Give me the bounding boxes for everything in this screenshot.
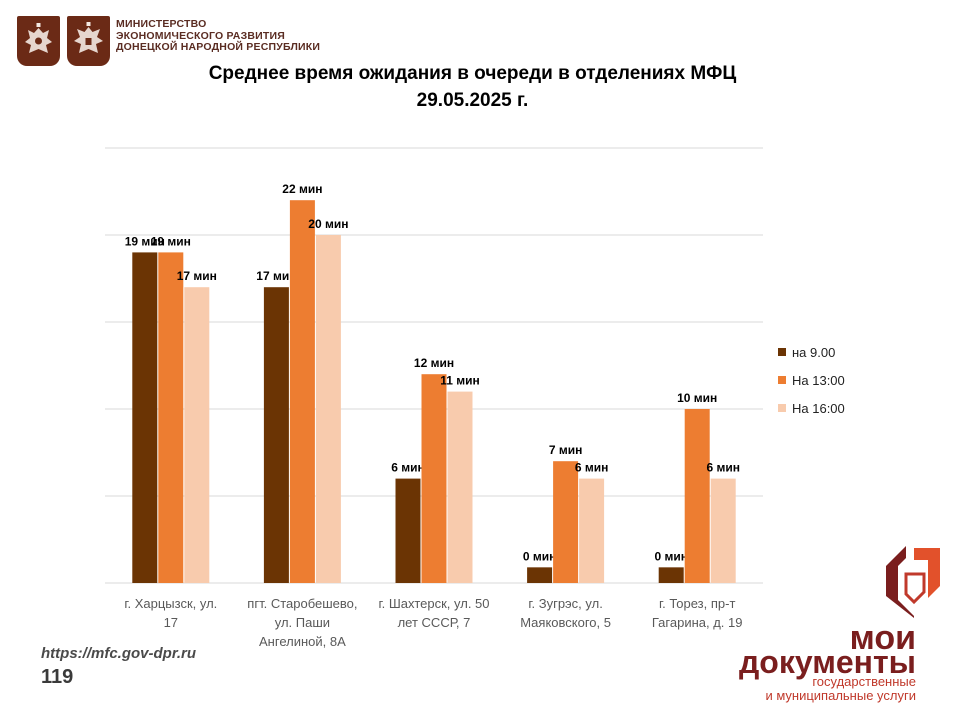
bar	[527, 567, 553, 583]
legend-item-13: На 13:00	[778, 366, 845, 394]
legend-item-16: На 16:00	[778, 394, 845, 422]
data-label: 20 мин	[308, 217, 348, 231]
legend-label: на 9.00	[792, 344, 836, 360]
page-number: 119	[41, 666, 74, 688]
legend-label: На 13:00	[792, 372, 845, 388]
category-label: пгт. Старобешево,	[247, 596, 357, 611]
bar	[184, 287, 210, 583]
bar	[158, 252, 184, 583]
ministry-line-1: МИНИСТЕРСТВО	[116, 18, 207, 30]
coat-of-arms-russia-icon	[17, 16, 60, 66]
data-label: 19 мин	[125, 234, 165, 248]
data-label: 6 мин	[391, 461, 425, 475]
chart-legend: на 9.00 На 13:00 На 16:00	[778, 338, 845, 422]
legend-label: На 16:00	[792, 400, 845, 416]
bar	[289, 200, 315, 583]
website-link[interactable]: https://mfc.gov-dpr.ru	[41, 645, 196, 662]
brand-tagline: государственные и муниципальные услуги	[765, 675, 916, 703]
bar	[315, 235, 341, 583]
category-label: Ангелиной, 8А	[259, 634, 346, 649]
data-label: 0 мин	[654, 549, 688, 563]
category-label: 17	[164, 615, 178, 630]
brand-word-dokumenty: документы	[738, 644, 916, 680]
category-label: ул. Паши	[275, 615, 330, 630]
category-label: г. Зугрэс, ул.	[528, 596, 602, 611]
bar	[132, 252, 158, 583]
data-label: 7 мин	[549, 443, 583, 457]
data-label: 17 мин	[177, 269, 217, 283]
chart-title-line-2: 29.05.2025 г.	[416, 90, 529, 111]
bar	[395, 478, 421, 583]
brand-tagline-line-2: и муниципальные услуги	[765, 688, 916, 703]
data-label: 22 мин	[282, 182, 322, 196]
bar	[710, 478, 736, 583]
data-label: 12 мин	[414, 356, 454, 370]
legend-swatch	[778, 348, 786, 356]
data-label: 17 мин	[256, 269, 296, 283]
coat-of-arms-dpr-icon	[67, 16, 110, 66]
my-documents-logo-icon	[886, 546, 940, 618]
bar	[579, 478, 605, 583]
category-label: Маяковского, 5	[520, 615, 611, 630]
bar	[421, 374, 447, 583]
bar	[553, 461, 579, 583]
data-label: 6 мин	[575, 461, 609, 475]
bar	[263, 287, 289, 583]
category-label: лет СССР, 7	[398, 615, 471, 630]
data-label: 11 мин	[440, 374, 480, 388]
brand-tagline-line-1: государственные	[812, 674, 916, 689]
bar	[447, 391, 473, 583]
category-label: г. Торез, пр-т	[659, 596, 735, 611]
chart-title-line-1: Среднее время ожидания в очереди в отдел…	[208, 63, 737, 84]
category-label: г. Шахтерск, ул. 50	[378, 596, 489, 611]
category-label: г. Харцызск, ул.	[124, 596, 217, 611]
ministry-line-3: ДОНЕЦКОЙ НАРОДНОЙ РЕСПУБЛИКИ	[116, 41, 321, 53]
category-label: Гагарина, д. 19	[652, 615, 743, 630]
ministry-line-2: ЭКОНОМИЧЕСКОГО РАЗВИТИЯ	[116, 29, 286, 42]
brand-word-moi: мои	[849, 619, 916, 657]
legend-swatch	[778, 376, 786, 384]
chart-title: Среднее время ожидания в очереди в отдел…	[100, 60, 845, 114]
ministry-name: МИНИСТЕРСТВО ЭКОНОМИЧЕСКОГО РАЗВИТИЯ ДОН…	[116, 18, 321, 54]
bar	[658, 567, 684, 583]
data-label: 19 мин	[151, 234, 191, 248]
legend-item-9: на 9.00	[778, 338, 845, 366]
data-label: 0 мин	[523, 549, 557, 563]
legend-swatch	[778, 404, 786, 412]
data-label: 10 мин	[677, 391, 717, 405]
data-label: 6 мин	[706, 461, 740, 475]
bar	[684, 409, 710, 583]
